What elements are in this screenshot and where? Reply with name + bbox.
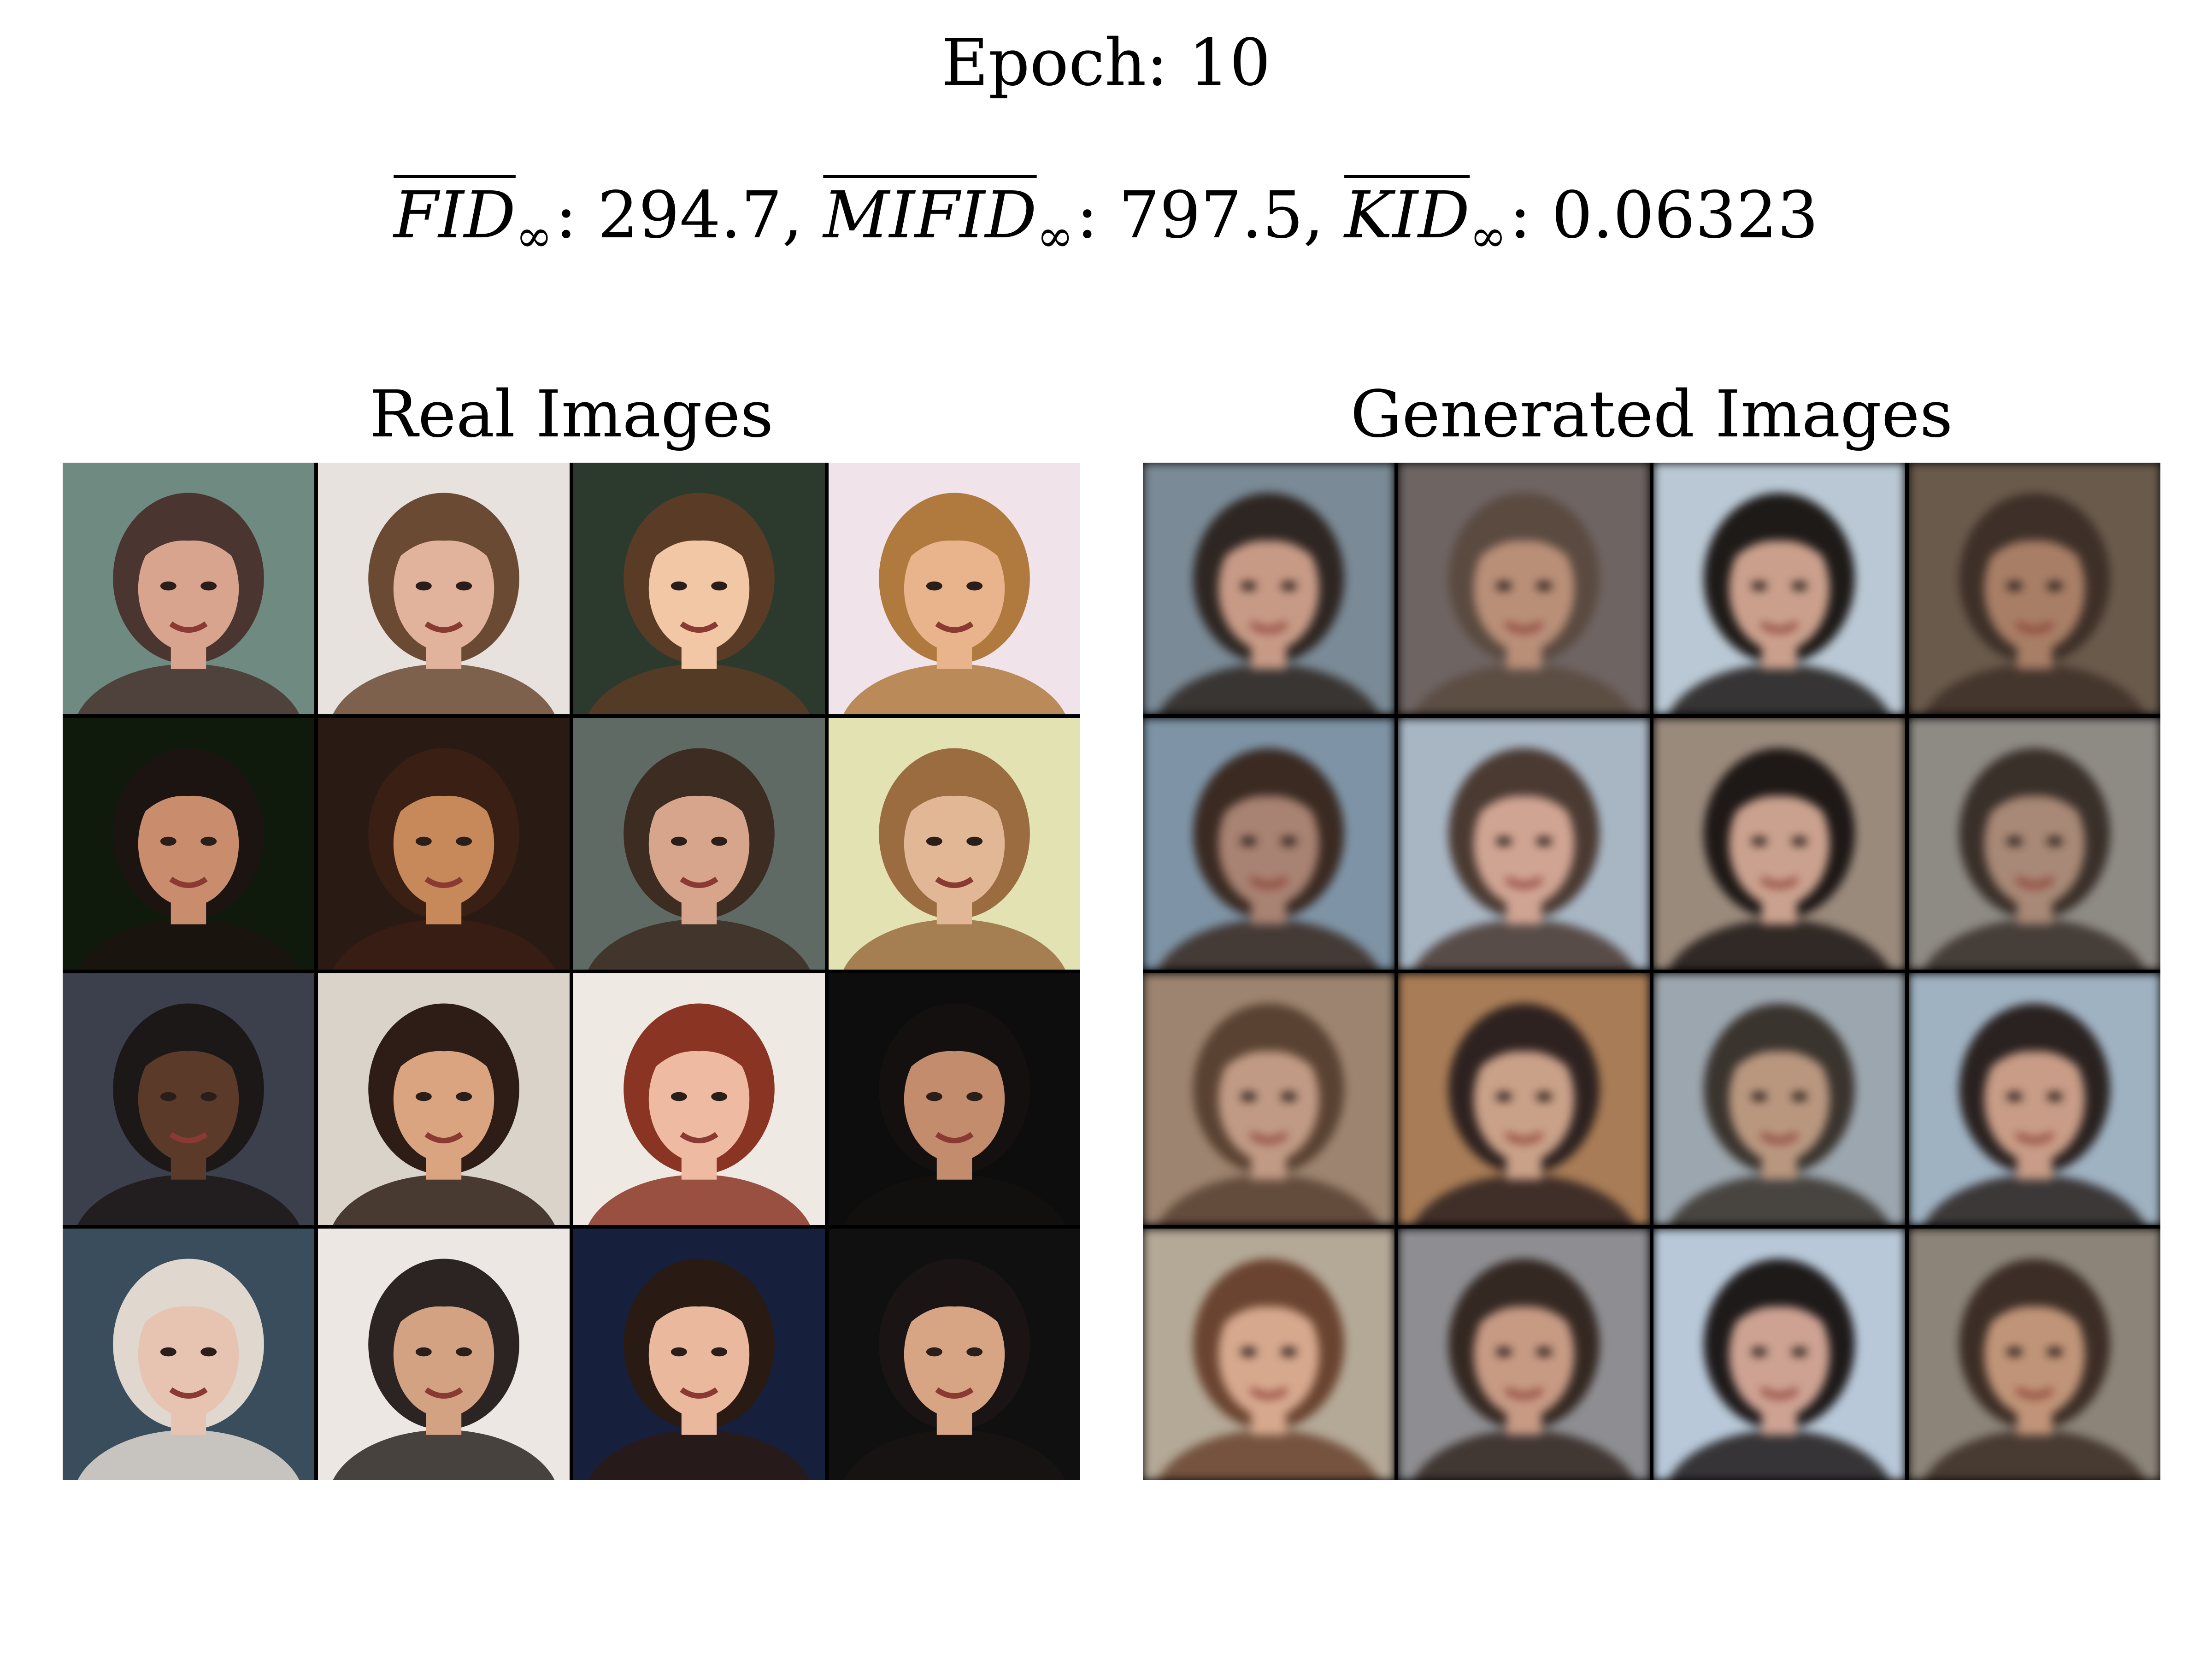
real-image-11 (573, 973, 825, 1225)
real-images-title: Real Images (369, 377, 774, 452)
generated-image-7 (1653, 718, 1905, 970)
real-image-7 (573, 718, 825, 970)
generated-image-13 (1143, 1229, 1394, 1480)
generated-image-1 (1143, 463, 1394, 714)
generated-images-grid (1143, 463, 2160, 1480)
real-image-1 (63, 463, 314, 714)
generated-images-title: Generated Images (1350, 377, 1953, 452)
generated-image-6 (1398, 718, 1650, 970)
real-image-8 (829, 718, 1080, 970)
kid-value: : 0.06323 (1509, 178, 1818, 253)
generated-image-14 (1398, 1229, 1650, 1480)
real-image-3 (573, 463, 825, 714)
real-image-12 (829, 973, 1080, 1225)
fid-label: FID (394, 178, 516, 253)
real-image-10 (318, 973, 570, 1225)
real-image-6 (318, 718, 570, 970)
generated-image-5 (1143, 718, 1394, 970)
generated-image-2 (1398, 463, 1650, 714)
mifid-label: MIFID (823, 178, 1037, 253)
real-image-14 (318, 1229, 570, 1480)
generated-image-16 (1909, 1229, 2160, 1480)
real-image-13 (63, 1229, 314, 1480)
real-images-grid (63, 463, 1080, 1480)
generated-image-10 (1398, 973, 1650, 1225)
generated-image-3 (1653, 463, 1905, 714)
generated-image-8 (1909, 718, 2160, 970)
kid-label: KID (1344, 178, 1470, 253)
fid-value: : 294.7, (555, 178, 824, 253)
metrics-line: FID∞: 294.7, MIFID∞: 797.5, KID∞: 0.0632… (0, 174, 2212, 277)
real-image-16 (829, 1229, 1080, 1480)
generated-image-11 (1653, 973, 1905, 1225)
generated-image-9 (1143, 973, 1394, 1225)
epoch-title: Epoch: 10 (941, 25, 1271, 100)
real-image-9 (63, 973, 314, 1225)
kid-subscript: ∞ (1470, 210, 1507, 262)
real-image-2 (318, 463, 570, 714)
generated-image-12 (1909, 973, 2160, 1225)
real-image-4 (829, 463, 1080, 714)
mifid-subscript: ∞ (1036, 210, 1074, 262)
mifid-value: : 797.5, (1076, 178, 1345, 253)
generated-image-4 (1909, 463, 2160, 714)
fid-subscript: ∞ (515, 210, 553, 262)
real-image-15 (573, 1229, 825, 1480)
real-image-5 (63, 718, 314, 970)
generated-image-15 (1653, 1229, 1905, 1480)
